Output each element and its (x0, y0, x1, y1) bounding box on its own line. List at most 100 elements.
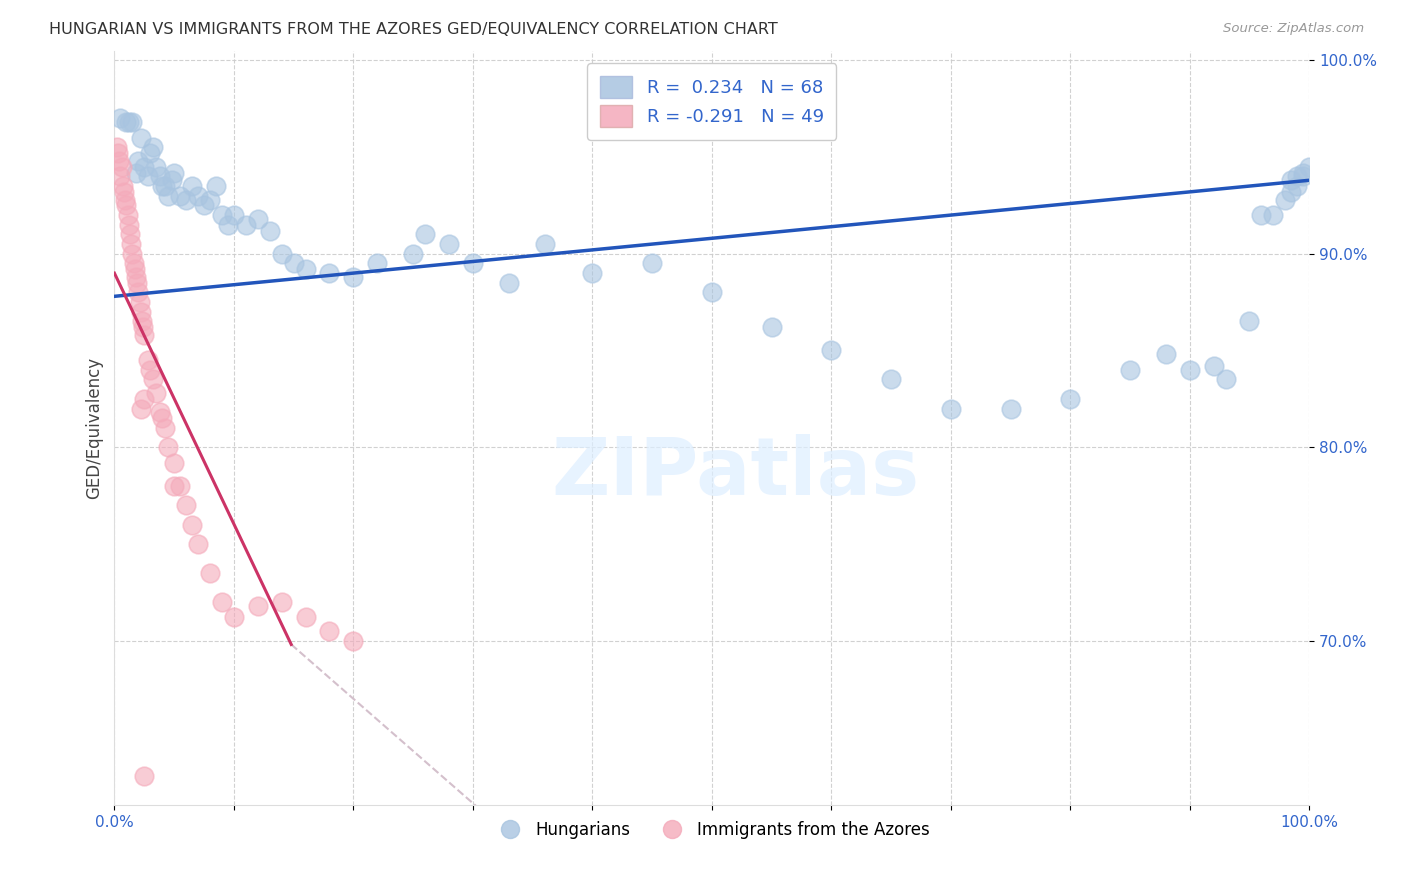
Point (149, 405, 172, 419)
Point (112, 185, 135, 199)
Point (153, 179, 176, 194)
Point (129, 305, 152, 319)
Point (181, 179, 204, 194)
Point (127, 153, 149, 168)
Point (115, 198, 138, 212)
Text: Source: ZipAtlas.com: Source: ZipAtlas.com (1223, 22, 1364, 36)
Point (1292, 165, 1315, 179)
Point (211, 208, 233, 222)
Point (120, 237, 142, 252)
Point (246, 211, 269, 226)
Point (174, 498, 197, 512)
Point (1119, 363, 1142, 377)
Point (134, 328, 156, 343)
Point (124, 262, 146, 277)
Point (187, 188, 209, 202)
Point (270, 595, 292, 609)
Point (125, 165, 148, 179)
Point (153, 421, 176, 435)
Point (131, 314, 153, 328)
Point (163, 479, 186, 493)
Point (136, 169, 159, 184)
Point (205, 179, 228, 194)
Point (114, 193, 136, 207)
Point (111, 179, 134, 194)
Point (117, 208, 139, 222)
Point (128, 295, 150, 310)
Point (342, 633, 364, 648)
Point (1274, 193, 1296, 207)
Point (129, 401, 152, 416)
Point (108, 153, 131, 168)
Point (880, 372, 903, 386)
Point (198, 193, 221, 207)
Point (294, 262, 316, 277)
Point (217, 218, 239, 232)
Point (139, 146, 162, 161)
Point (187, 537, 209, 551)
Point (142, 140, 165, 154)
Point (366, 256, 388, 270)
Point (1250, 208, 1272, 222)
Point (1292, 169, 1315, 184)
Point (235, 218, 257, 232)
Point (105, 140, 128, 154)
Point (820, 343, 842, 358)
Legend: Hungarians, Immigrants from the Azores: Hungarians, Immigrants from the Azores (486, 814, 936, 846)
Point (1286, 179, 1309, 194)
Point (134, 160, 156, 174)
Point (1215, 372, 1237, 386)
Point (160, 173, 183, 187)
Point (498, 276, 520, 290)
Point (136, 353, 159, 368)
Point (1279, 185, 1302, 199)
Point (118, 218, 141, 232)
Text: ZIPatlas: ZIPatlas (551, 434, 920, 512)
Text: HUNGARIAN VS IMMIGRANTS FROM THE AZORES GED/EQUIVALENCY CORRELATION CHART: HUNGARIAN VS IMMIGRANTS FROM THE AZORES … (49, 22, 778, 37)
Point (127, 285, 149, 300)
Point (294, 610, 316, 624)
Point (150, 179, 173, 194)
Point (581, 266, 603, 280)
Point (1000, 401, 1022, 416)
Point (1154, 347, 1177, 361)
Point (134, 769, 156, 783)
Point (132, 320, 155, 334)
Point (211, 595, 233, 609)
Point (413, 227, 436, 242)
Point (110, 169, 132, 184)
Point (118, 115, 141, 129)
Point (163, 456, 186, 470)
Point (259, 223, 281, 237)
Point (110, 160, 132, 174)
Point (246, 599, 269, 613)
Point (533, 237, 555, 252)
Point (163, 165, 186, 179)
Point (174, 193, 197, 207)
Point (121, 115, 143, 129)
Point (107, 146, 129, 161)
Point (125, 270, 148, 285)
Point (150, 411, 173, 425)
Point (139, 363, 162, 377)
Point (222, 208, 245, 222)
Point (1178, 363, 1201, 377)
Point (437, 237, 460, 252)
Point (122, 256, 145, 270)
Point (198, 566, 221, 580)
Point (700, 285, 723, 300)
Point (461, 256, 484, 270)
Point (145, 160, 167, 174)
Point (270, 246, 292, 260)
Point (110, 112, 132, 126)
Point (121, 246, 143, 260)
Point (283, 256, 305, 270)
Point (149, 169, 172, 184)
Point (157, 440, 180, 454)
Point (127, 276, 149, 290)
Point (318, 266, 340, 280)
Point (939, 401, 962, 416)
Point (169, 188, 191, 202)
Point (1059, 392, 1081, 406)
Point (1279, 173, 1302, 187)
